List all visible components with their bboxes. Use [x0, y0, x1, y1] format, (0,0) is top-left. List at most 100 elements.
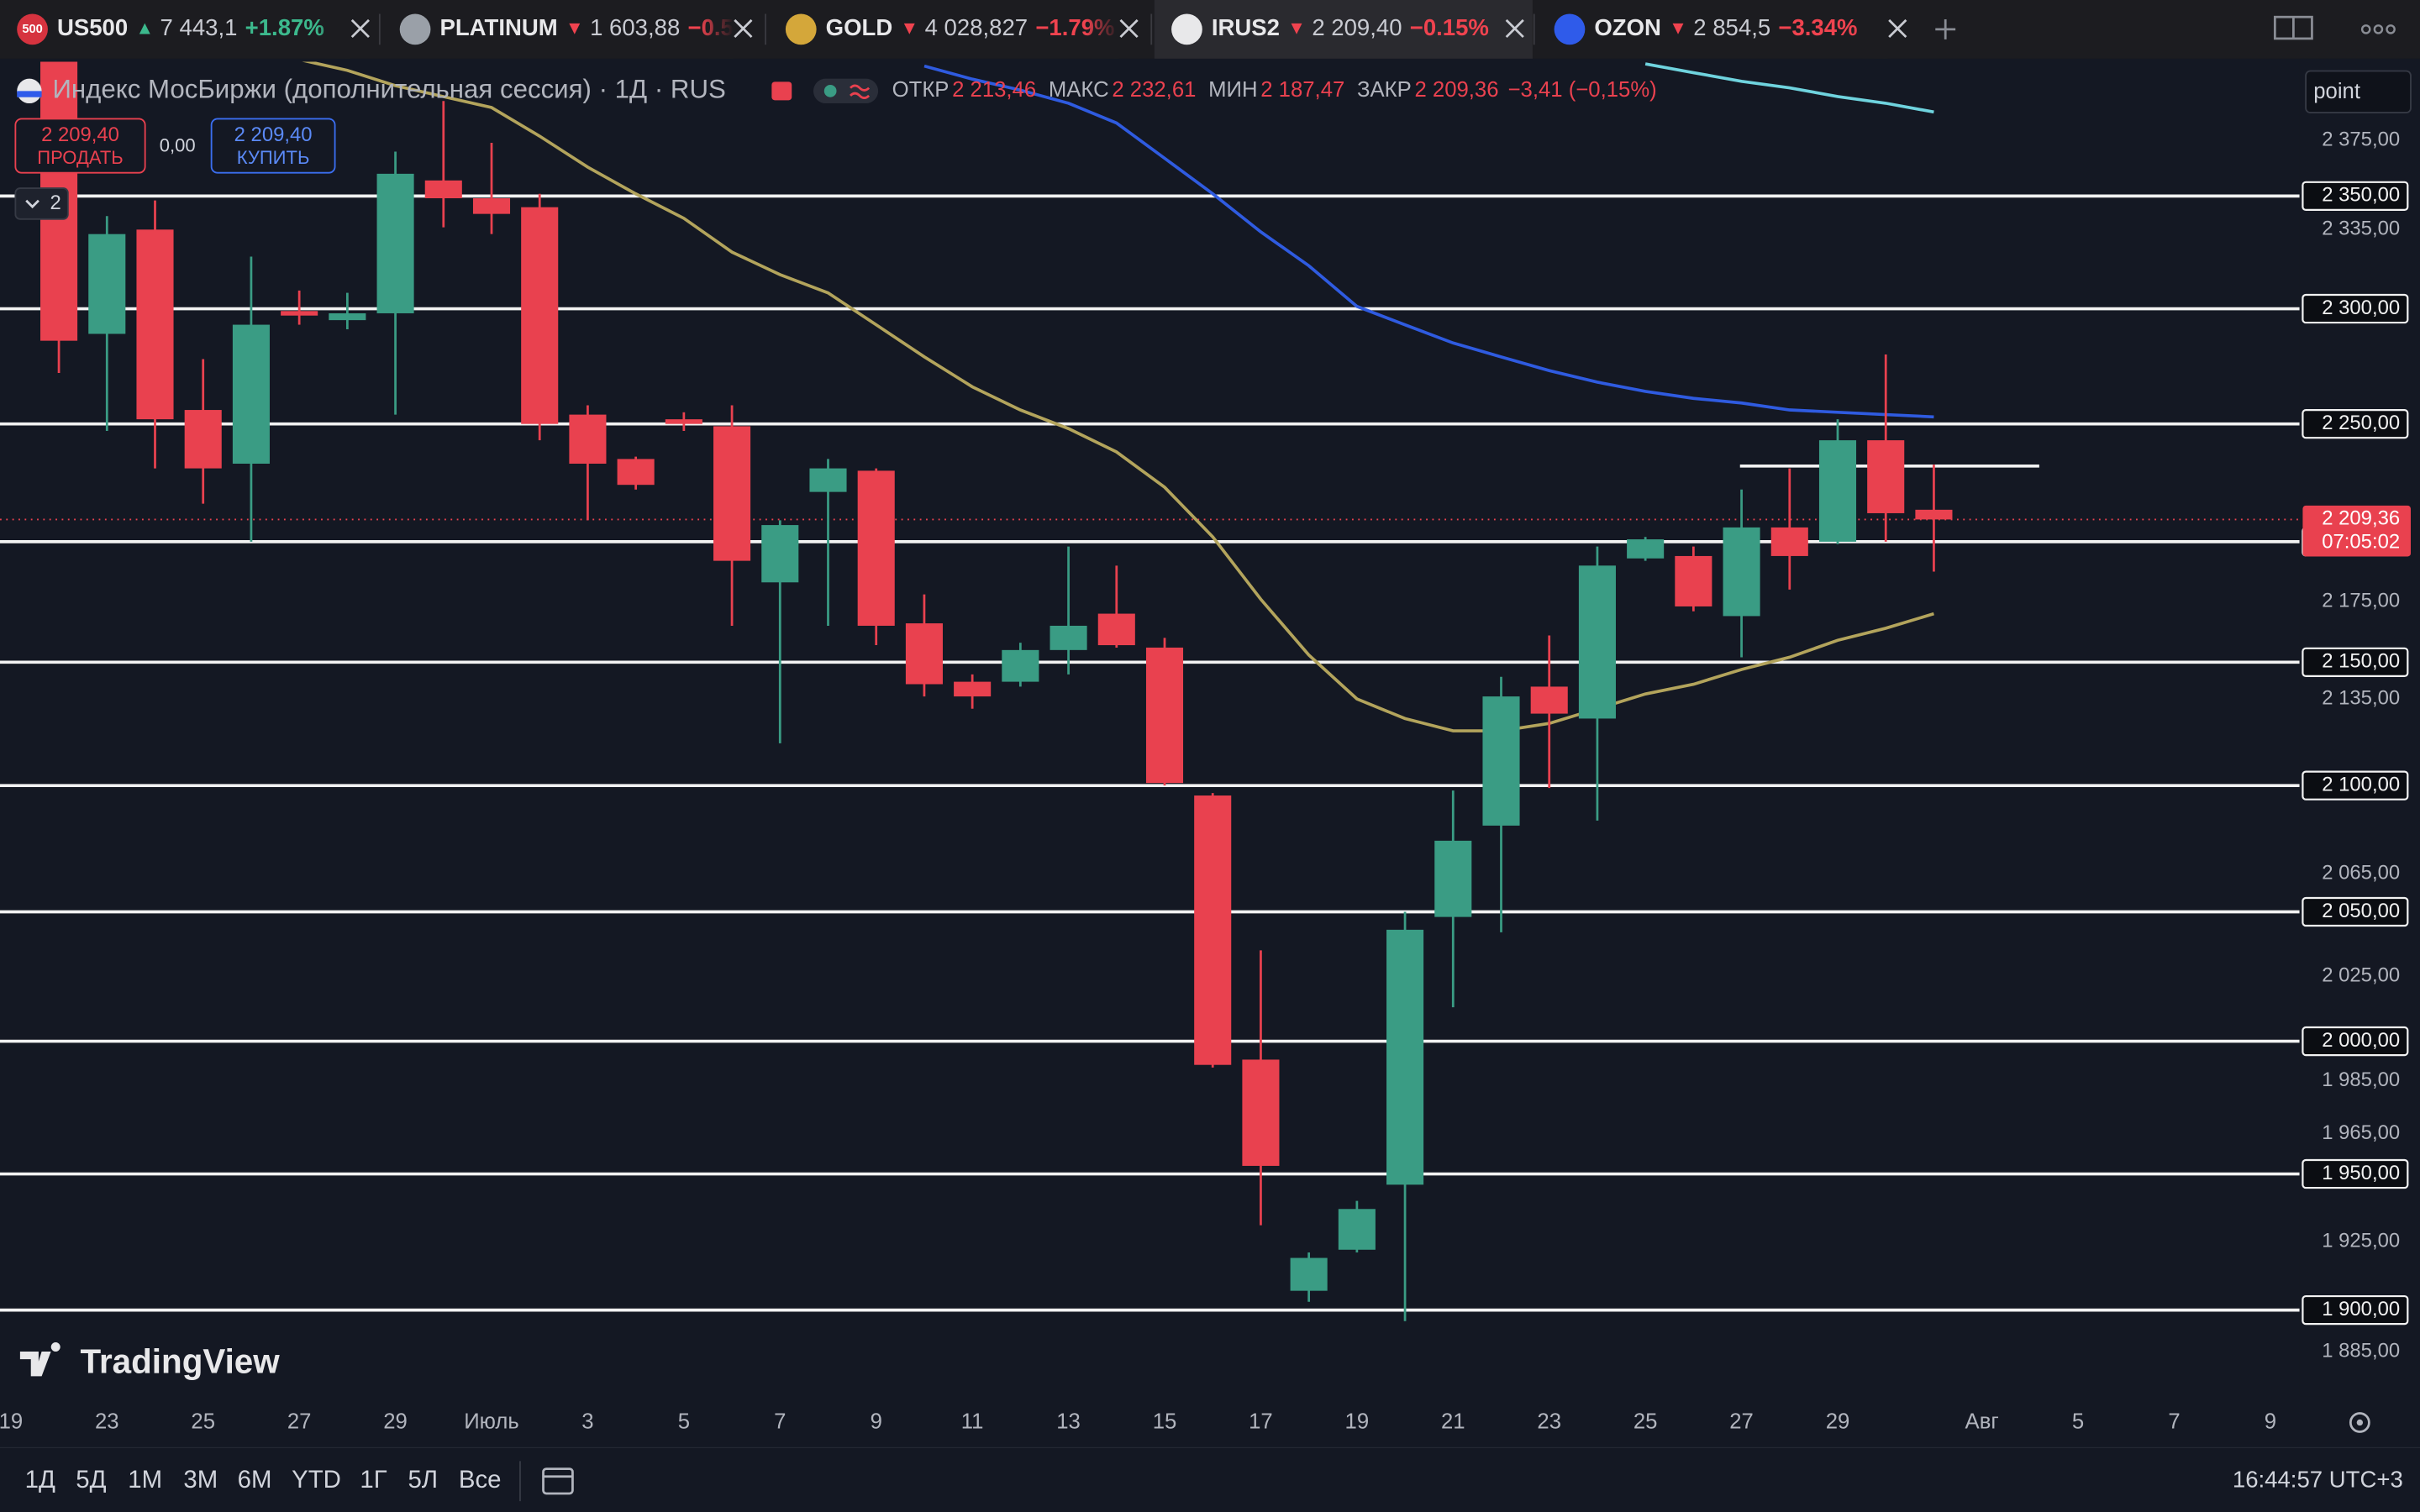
settings-icon-core: [2356, 1419, 2364, 1426]
tab-icon: [1171, 13, 1202, 45]
tab-change: −3.34%: [1778, 14, 1857, 40]
tab-icon: [785, 13, 817, 45]
tab-close: [1505, 18, 1524, 39]
symbol-title[interactable]: Индекс МосБиржи (дополнительная сессия) …: [52, 75, 725, 104]
tab[interactable]: GOLD ▼ 4 028,827 −1.79%: [765, 0, 1139, 59]
range-button[interactable]: 6М: [238, 1466, 272, 1494]
tab-fade: [316, 0, 350, 59]
y-tick-label: 2 375,00: [2322, 129, 2400, 151]
candle-body: [857, 470, 895, 626]
tab-symbol: GOLD: [826, 14, 893, 40]
symbol-flag-stripe: [17, 91, 42, 97]
text-input[interactable]: [2305, 70, 2412, 113]
chevron: [25, 199, 39, 209]
tab-symbol: US500: [57, 14, 128, 40]
level-label: 1 900,00: [2322, 1298, 2400, 1320]
candle-body: [1338, 1209, 1376, 1250]
tab[interactable]: OZON ▼ 2 854,5 −3.34%: [1533, 0, 1907, 59]
flag-icon: [771, 81, 792, 101]
ohlc-label: МИН: [1208, 78, 1257, 102]
sell-button[interactable]: [14, 118, 146, 174]
tab-fade: [1085, 0, 1119, 59]
tab-arrow: ▼: [900, 18, 918, 39]
level-label-box: [2302, 1294, 2409, 1326]
level-label: 2 000,00: [2322, 1029, 2400, 1052]
range-button[interactable]: YTD: [292, 1466, 341, 1494]
tab-change: +1.87%: [245, 14, 324, 40]
x-tick-label: 5: [678, 1410, 690, 1433]
range-button[interactable]: 5Д: [76, 1466, 106, 1494]
settings-icon[interactable]: [2349, 1412, 2370, 1433]
active-tab: [1154, 0, 1533, 59]
y-tick-label: 1 985,00: [2322, 1068, 2400, 1091]
range-button[interactable]: 1М: [128, 1466, 162, 1494]
buy-price: 2 209,40: [234, 123, 313, 146]
candle-body: [1050, 625, 1087, 650]
calendar-icon[interactable]: [542, 1467, 574, 1495]
candle-body: [329, 312, 366, 321]
level-label-box: [2302, 409, 2409, 439]
tab-price: 2 854,5: [1693, 14, 1770, 40]
last-price-box: [2302, 505, 2411, 557]
tab-price: 1 603,88: [590, 14, 680, 40]
y-tick-label: 1 965,00: [2322, 1121, 2400, 1144]
y-tick-label: 1 925,00: [2322, 1229, 2400, 1252]
input-value: point: [2313, 80, 2360, 103]
level-label: 2 300,00: [2322, 297, 2400, 319]
x-tick-label: 9: [2265, 1410, 2276, 1433]
level-label-box: [2302, 293, 2409, 324]
range-button[interactable]: 1Д: [25, 1466, 55, 1494]
tab-icon: [17, 13, 48, 45]
delay-icon: [850, 84, 871, 99]
range-button[interactable]: 5Л: [408, 1466, 438, 1494]
x-tick-label: 17: [1249, 1410, 1273, 1433]
last-price-label: 2 209,36: [2322, 507, 2400, 530]
ohlc-label: МАКС: [1049, 78, 1109, 102]
y-tick-label: 2 335,00: [2322, 218, 2400, 240]
candle-body: [1818, 440, 1857, 542]
range-button[interactable]: 3М: [183, 1466, 218, 1494]
range-button[interactable]: Все: [459, 1466, 502, 1494]
candle-body: [376, 173, 414, 313]
x-tick-label: 11: [961, 1410, 984, 1433]
logo-text[interactable]: TradingView: [81, 1341, 281, 1380]
x-tick-label: 19: [0, 1410, 23, 1433]
x-tick-label: 9: [871, 1410, 882, 1433]
x-tick-label: 15: [1153, 1410, 1177, 1433]
candle-body: [1290, 1257, 1328, 1291]
candle-body: [281, 311, 318, 316]
moving-average: [923, 64, 1934, 419]
candle-body: [1145, 647, 1184, 784]
x-tick-label: 27: [287, 1410, 312, 1433]
tab[interactable]: 500 US500 ▲ 7 443,1 +1.87%: [17, 0, 370, 59]
candle-body: [521, 207, 559, 424]
moving-average: [1644, 62, 1934, 114]
moving-average: [302, 61, 1934, 732]
x-tick-label: 3: [581, 1410, 593, 1433]
range-button[interactable]: 1Г: [360, 1466, 387, 1494]
level-label: 2 100,00: [2322, 773, 2400, 795]
x-tick-label: 27: [1729, 1410, 1754, 1433]
clock: 16:44:57 UTC+3: [2233, 1467, 2403, 1493]
x-tick-label: Авг: [1965, 1410, 1999, 1433]
candle-body: [954, 681, 992, 697]
level-label-box: [2302, 181, 2409, 211]
ohlc-change: −3,41 (−0,15%): [1508, 78, 1657, 102]
tab-close: [1119, 18, 1139, 39]
ohlc-value: 2 232,61: [1112, 78, 1196, 102]
indicator-toggle[interactable]: [14, 187, 69, 220]
candle-body: [1242, 1059, 1280, 1166]
tab[interactable]: IRUS2 ▼ 2 209,40 −0.15%: [1150, 0, 1533, 59]
x-tick-label: 23: [95, 1410, 119, 1433]
candle-body: [569, 414, 607, 465]
buy-button[interactable]: [210, 118, 336, 174]
candle-body: [1915, 509, 1953, 520]
tab[interactable]: PLATINUM▼1 603,88−0.5: [378, 0, 753, 59]
sell-price: 2 209,40: [41, 123, 119, 146]
y-tick-label: 2 065,00: [2322, 861, 2400, 884]
market-status: [823, 85, 837, 97]
time-axis: [0, 1396, 2420, 1447]
add-tab[interactable]: [1935, 18, 1956, 39]
more-icon[interactable]: [2360, 24, 2396, 34]
